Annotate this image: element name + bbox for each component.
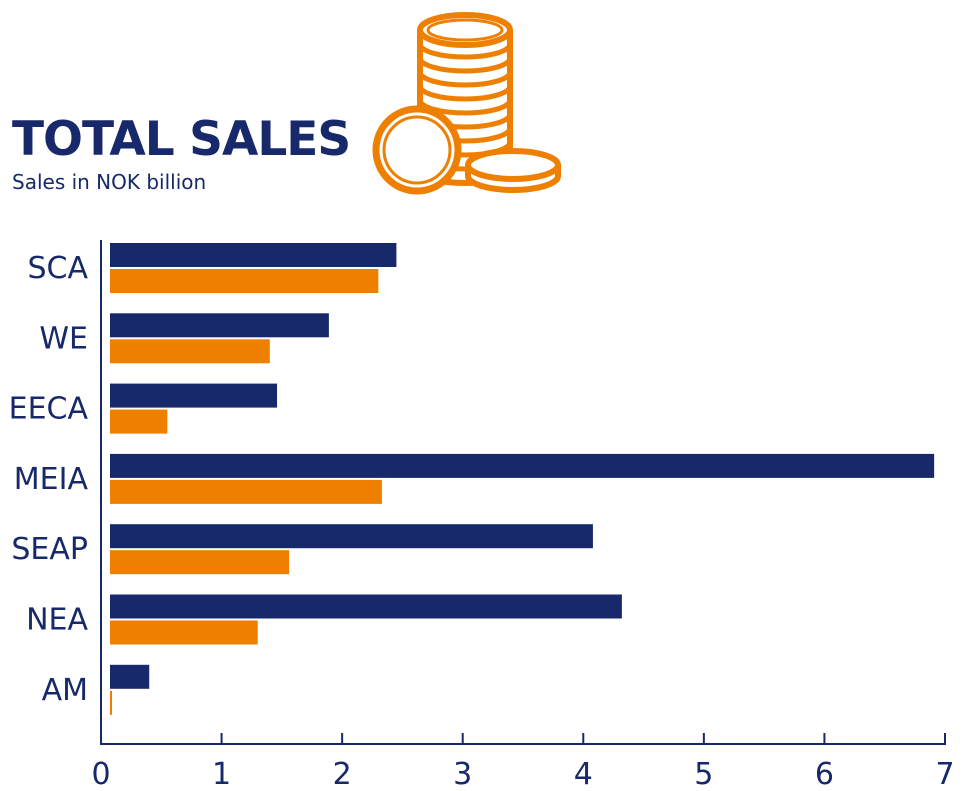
page-title: TOTAL SALES	[12, 112, 351, 167]
x-tick-label-7: 7	[935, 757, 954, 791]
category-label-we: WE	[39, 321, 88, 356]
coin-stack-icon	[372, 12, 561, 195]
bar-seap-series-1	[110, 524, 593, 549]
bar-seap-series-2	[110, 550, 290, 575]
bar-we-series-2	[110, 339, 270, 364]
category-label-sca: SCA	[27, 251, 88, 286]
category-label-meia: MEIA	[14, 462, 89, 497]
bar-nea-series-2	[110, 620, 258, 645]
x-tick-label-1: 1	[212, 757, 231, 791]
x-ticks: 0 1 2 3 4 5 6 7	[91, 733, 955, 791]
category-label-seap: SEAP	[11, 532, 88, 567]
bar-meia-series-1	[110, 453, 935, 478]
bar-we-series-1	[110, 313, 329, 338]
bar-sca-series-2	[110, 269, 379, 293]
bar-eeca-series-1	[110, 383, 278, 408]
x-tick-label-4: 4	[574, 757, 593, 791]
category-label-nea: NEA	[26, 603, 88, 638]
category-label-am: AM	[42, 673, 88, 708]
bar-meia-series-2	[110, 479, 382, 504]
category-label-eeca: EECA	[9, 392, 89, 427]
bars-layer	[110, 243, 935, 715]
page-subtitle: Sales in NOK billion	[12, 170, 207, 194]
x-tick-label-3: 3	[453, 757, 472, 791]
bar-sca-series-1	[110, 243, 397, 267]
x-tick-label-2: 2	[333, 757, 352, 791]
bar-nea-series-1	[110, 594, 622, 619]
x-tick-label-6: 6	[815, 757, 834, 791]
category-labels: SCA WE EECA MEIA SEAP NEA AM	[9, 251, 89, 708]
bar-eeca-series-2	[110, 409, 168, 434]
x-tick-label-5: 5	[694, 757, 713, 791]
bar-am-series-1	[110, 664, 150, 689]
bar-am-series-2	[110, 690, 112, 715]
x-tick-label-0: 0	[91, 757, 110, 791]
